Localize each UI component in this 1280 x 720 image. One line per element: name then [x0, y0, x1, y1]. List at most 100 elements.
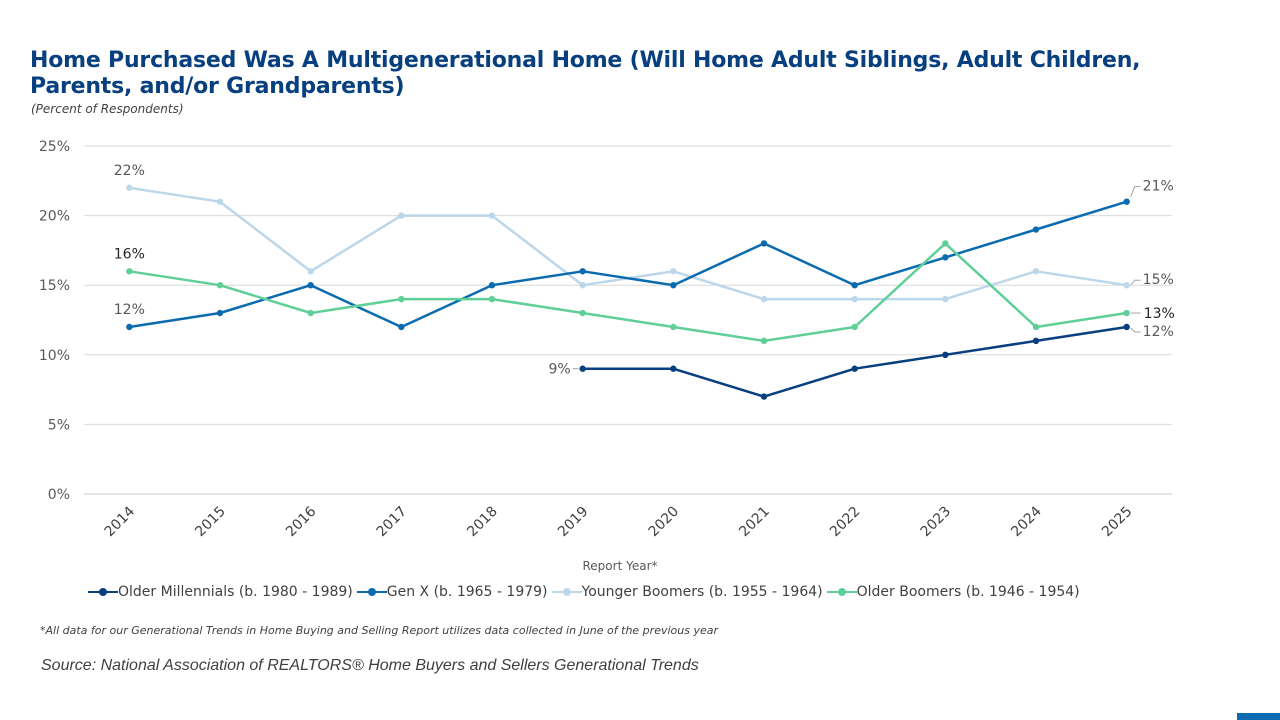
series-line-1 — [129, 200, 1128, 329]
data-point — [942, 254, 949, 261]
source-note: Source: National Association of REALTORS… — [41, 657, 699, 674]
data-point — [126, 323, 133, 331]
data-point — [760, 240, 768, 247]
data-point — [1032, 268, 1040, 275]
x-tick-label: 2025 — [1099, 504, 1136, 541]
data-point — [670, 365, 677, 372]
legend-item: Older Boomers (b. 1946 - 1954) — [826, 584, 1080, 600]
x-tick-label: 2024 — [1008, 503, 1045, 540]
data-point — [851, 295, 858, 303]
x-tick-label: 2021 — [736, 504, 773, 541]
legend-label: Younger Boomers (b. 1955 - 1964) — [581, 584, 823, 600]
y-tick-label: 0% — [48, 487, 70, 503]
x-tick-label: 2016 — [283, 503, 320, 540]
legend-item: Gen X (b. 1965 - 1979) — [356, 584, 548, 600]
x-tick-label: 2023 — [918, 504, 955, 541]
data-point — [942, 351, 949, 358]
data-point — [670, 323, 677, 331]
legend-label: Gen X (b. 1965 - 1979) — [386, 584, 548, 600]
y-tick-label: 25% — [39, 139, 70, 155]
x-tick-label: 2022 — [827, 504, 864, 541]
data-point — [1123, 323, 1130, 331]
legend-marker-icon — [837, 588, 846, 596]
data-point — [760, 393, 768, 400]
y-tick-label: 10% — [39, 348, 70, 364]
data-label: 9% — [548, 362, 570, 378]
data-point — [851, 282, 858, 289]
data-point — [942, 295, 949, 303]
data-label: 12% — [114, 302, 145, 318]
y-tick-label: 15% — [39, 278, 70, 294]
data-point — [488, 282, 496, 289]
chart-legend: Older Millennials (b. 1980 - 1989) Gen X … — [88, 582, 1084, 602]
legend-marker-icon — [367, 588, 376, 596]
data-point — [579, 282, 586, 289]
data-point — [760, 337, 768, 345]
data-label: 13% — [1144, 306, 1175, 322]
data-point — [1123, 198, 1130, 205]
brand-corner-bar — [1237, 713, 1280, 720]
data-point — [216, 309, 224, 317]
data-label: 22% — [114, 163, 145, 179]
annotation-leader — [1130, 186, 1141, 197]
legend-swatch — [826, 588, 857, 596]
x-tick-label: 2017 — [374, 504, 411, 541]
data-point — [488, 212, 496, 219]
legend-label: Older Millennials (b. 1980 - 1989) — [118, 584, 353, 600]
data-point — [307, 282, 314, 289]
data-point — [579, 309, 586, 317]
x-tick-label: 2018 — [464, 504, 501, 541]
data-point — [942, 240, 949, 247]
x-tick-label: 2019 — [555, 504, 592, 541]
chart-subtitle: (Percent of Respondents) — [31, 102, 184, 116]
data-point — [1032, 226, 1040, 233]
legend-swatch — [551, 588, 582, 596]
data-point — [216, 198, 224, 205]
data-point — [851, 323, 858, 331]
data-label: 15% — [1143, 272, 1174, 288]
data-point — [398, 323, 405, 331]
data-point — [216, 282, 224, 289]
data-point — [760, 295, 768, 303]
legend-swatch — [356, 588, 387, 596]
data-point — [398, 212, 405, 219]
y-tick-label: 20% — [39, 209, 70, 225]
data-label: 21% — [1143, 179, 1174, 195]
data-point — [126, 268, 133, 275]
legend-item: Older Millennials (b. 1980 - 1989) — [88, 584, 353, 600]
legend-item: Younger Boomers (b. 1955 - 1964) — [551, 584, 823, 600]
annotation-leader — [1130, 279, 1141, 286]
annotation-leader — [1130, 327, 1141, 333]
data-point — [1032, 337, 1040, 345]
legend-swatch — [88, 588, 118, 596]
series-line-3 — [129, 242, 1127, 343]
data-point — [1123, 309, 1130, 317]
data-label: 12% — [1143, 324, 1174, 340]
data-point — [1123, 282, 1130, 289]
x-tick-label: 2020 — [646, 504, 683, 541]
data-point — [670, 268, 677, 275]
legend-label: Older Boomers (b. 1946 - 1954) — [856, 584, 1080, 600]
data-point — [579, 365, 586, 372]
data-point — [851, 365, 858, 372]
legend-marker-icon — [562, 588, 571, 596]
footnote: *All data for our Generational Trends in… — [40, 624, 718, 637]
chart-title: Home Purchased Was A Multigenerational H… — [30, 48, 1141, 99]
data-point — [307, 309, 314, 317]
x-tick-label: 2015 — [192, 504, 229, 541]
x-tick-label: 2014 — [102, 503, 139, 540]
x-axis-label: Report Year* — [583, 559, 658, 573]
series-line-0 — [582, 325, 1127, 398]
data-point — [307, 268, 314, 275]
y-tick-label: 5% — [48, 417, 70, 433]
data-point — [670, 282, 677, 289]
legend-marker-icon — [99, 588, 107, 596]
data-label: 16% — [114, 246, 145, 262]
data-point — [488, 295, 496, 303]
data-point — [126, 184, 133, 191]
data-point — [1032, 323, 1040, 331]
series-line-2 — [129, 186, 1127, 301]
data-point — [579, 268, 586, 275]
data-point — [398, 295, 405, 303]
line-chart: 0% 5% 10% 15% 20% 25% 2014 2015 2016 2017 2018 2019… — [39, 139, 1175, 573]
